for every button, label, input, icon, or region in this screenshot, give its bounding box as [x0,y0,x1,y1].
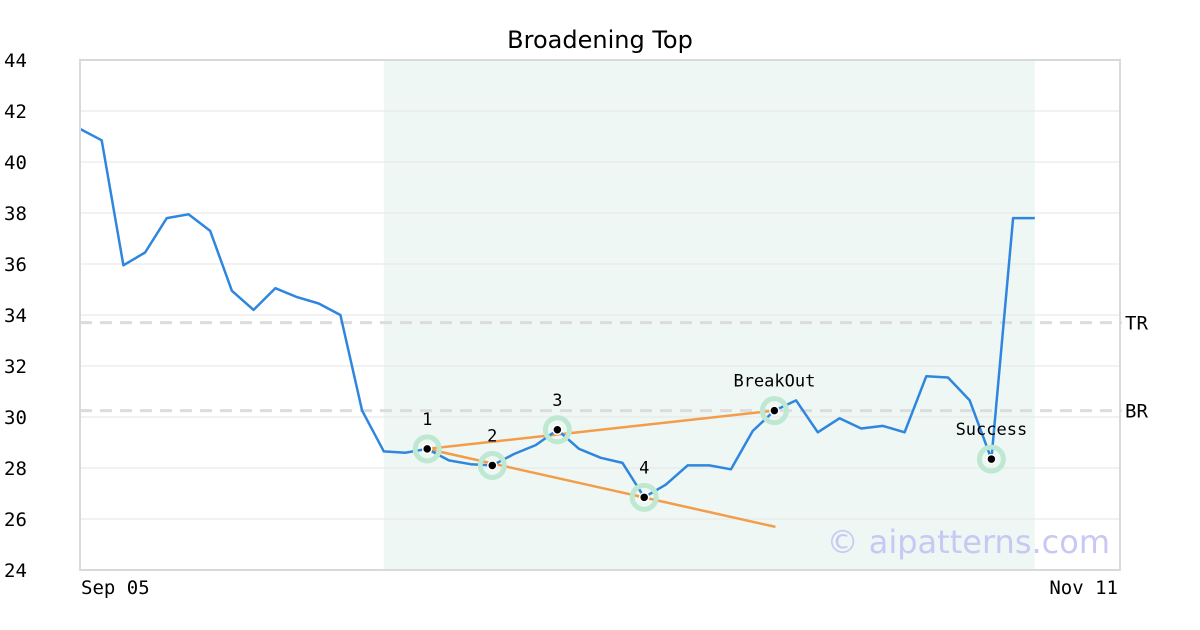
x-tick-label: Sep 05 [81,577,150,599]
pattern-point [421,443,433,455]
level-label: TR [1125,313,1148,335]
y-tick-label: 44 [4,50,27,72]
y-tick-label: 42 [4,101,27,123]
pattern-point-halo [759,396,789,426]
pattern-point [487,460,498,471]
pattern-point-label: 2 [487,426,497,446]
pattern-points-layer: 1 2 3 4 BreakOut Success [412,372,1028,512]
y-tick-label: 34 [4,305,27,327]
plot-frame [79,59,1121,571]
trend-line [425,447,776,528]
y-tick-label: 38 [4,203,27,225]
y-tick-label: 26 [4,509,27,531]
watermark-text: © aipatterns.com [827,523,1110,561]
pattern-point-label: 1 [422,410,432,430]
pattern-point-halo [976,444,1006,474]
trend-lines-layer [425,409,776,528]
pattern-point-halo [412,434,442,464]
y-tick-label: 40 [4,152,27,174]
y-tick-label: 36 [4,254,27,276]
y-tick-label: 32 [4,356,27,378]
levels-layer: TR BR [80,313,1148,423]
x-tick-label: Nov 11 [1049,577,1118,599]
pattern-point-halo [629,482,659,512]
pattern-point-halo [542,415,572,445]
trend-line [425,409,776,451]
pattern-point-label: BreakOut [733,372,815,392]
level-label: BR [1125,401,1148,423]
chart-title: Broadening Top [507,26,693,54]
pattern-point [986,453,997,465]
pattern-point [769,405,780,416]
pattern-point [638,492,650,503]
pattern-point-label: 3 [552,391,562,411]
pattern-point-label: 4 [639,458,649,478]
y-tick-label: 24 [4,560,27,582]
pattern-point [552,424,563,435]
y-tick-label: 30 [4,407,27,429]
pattern-point-label: Success [956,420,1028,440]
y-tick-label: 28 [4,458,27,480]
pattern-point-halo [477,450,507,480]
